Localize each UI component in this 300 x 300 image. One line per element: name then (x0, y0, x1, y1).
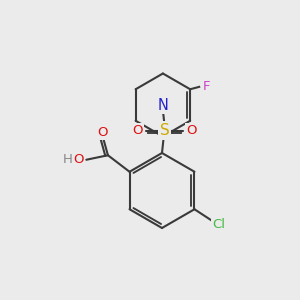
Text: H: H (62, 153, 72, 166)
Text: Cl: Cl (212, 218, 225, 231)
Text: F: F (202, 80, 210, 93)
Text: S: S (160, 123, 169, 138)
Text: O: O (132, 124, 143, 137)
Text: O: O (186, 124, 197, 137)
Text: N: N (158, 98, 168, 112)
Text: O: O (74, 153, 84, 166)
Text: O: O (97, 126, 108, 139)
